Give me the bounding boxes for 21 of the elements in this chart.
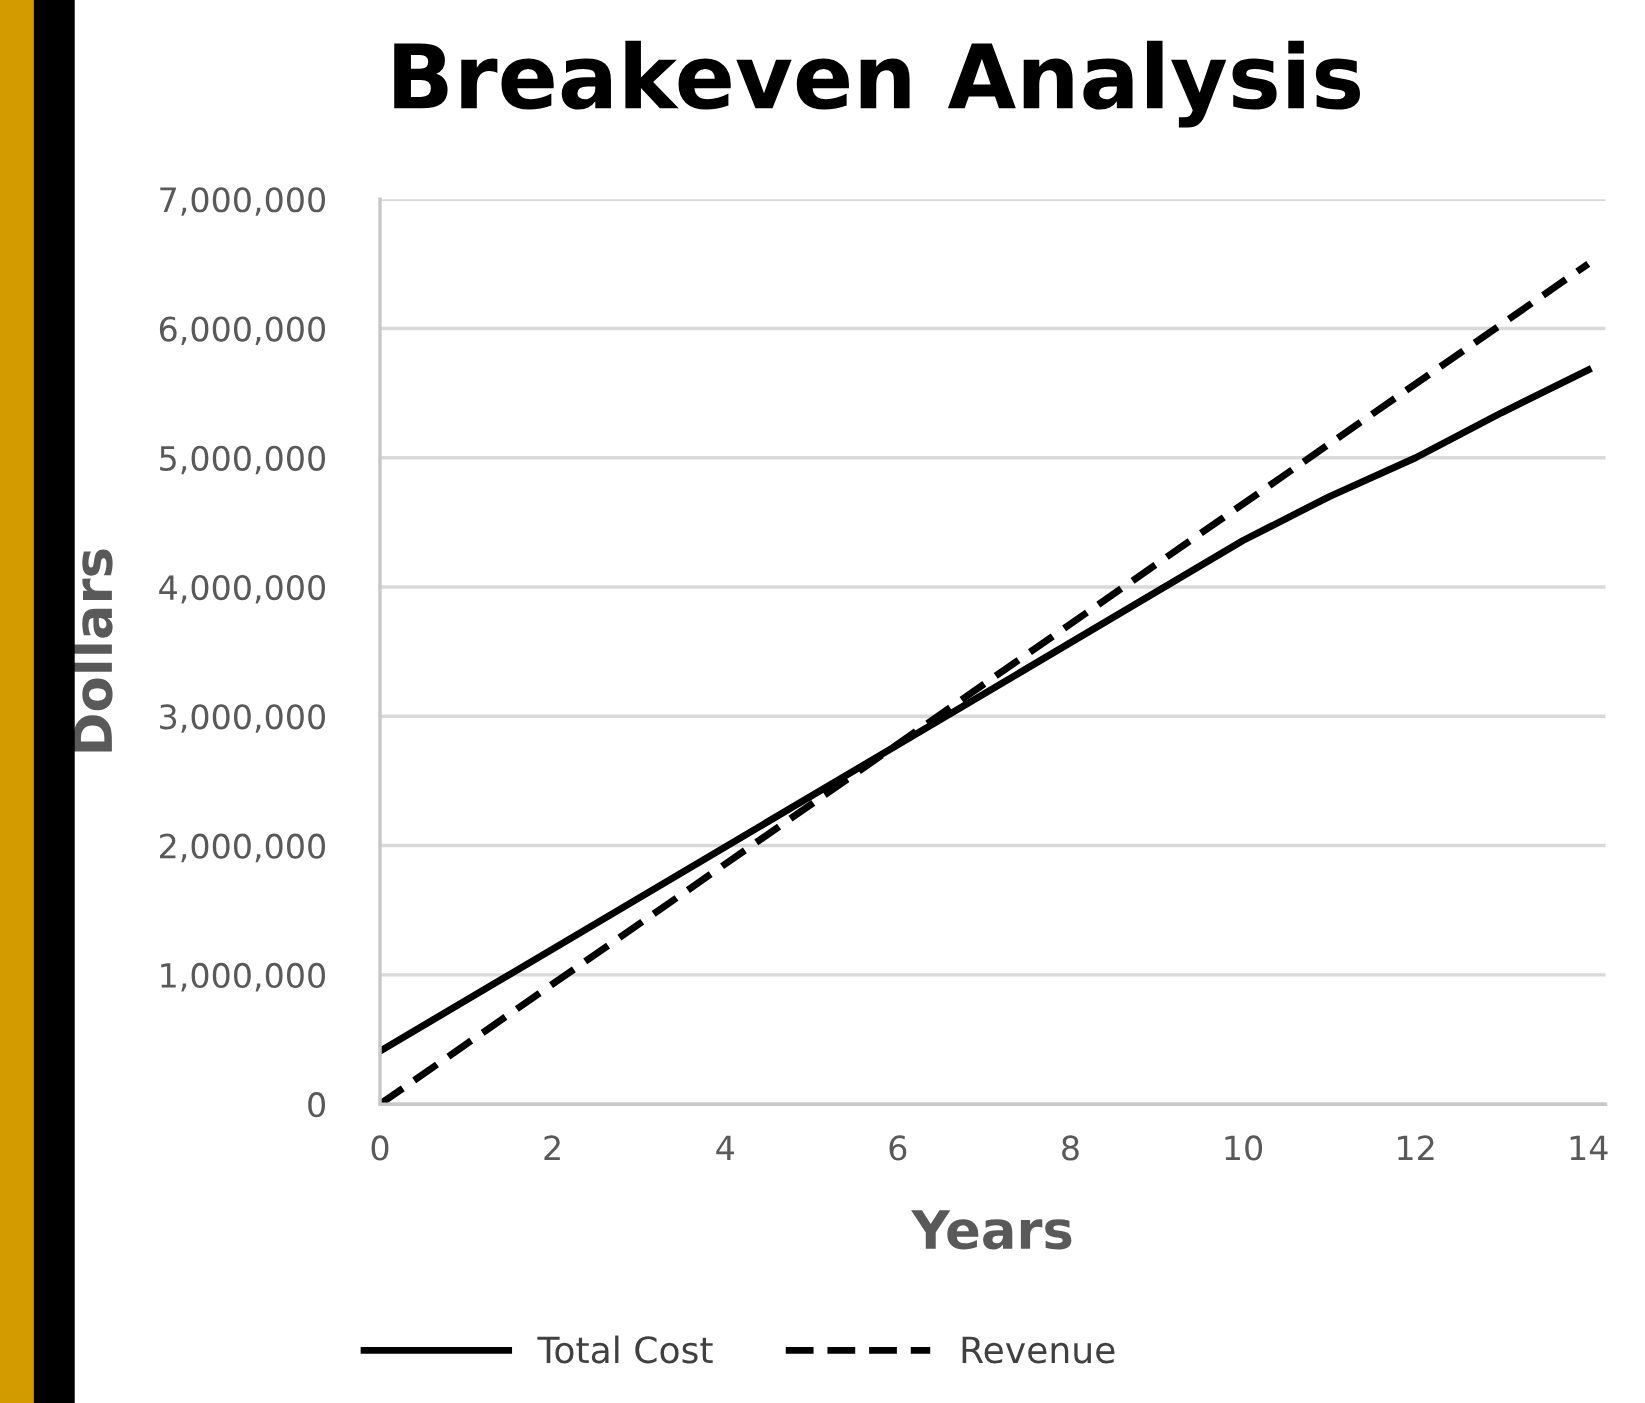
x-tick-label: 2 <box>544 1135 560 1161</box>
x-tick-label: 8 <box>1062 1135 1079 1161</box>
x-tick-label: 10 <box>1225 1135 1263 1161</box>
y-tick-label: 3,000,000 <box>160 704 325 733</box>
x-tick-label: 6 <box>889 1135 907 1161</box>
y-tick-label: 5,000,000 <box>160 445 325 475</box>
x-tick-label: 14 <box>1570 1135 1608 1161</box>
x-axis-title: Years <box>911 1210 1072 1250</box>
chart-title: Breakeven Analysis <box>394 40 1360 128</box>
y-axis-title: Dollars <box>71 549 113 752</box>
y-tick-label: 4,000,000 <box>159 574 325 604</box>
y-tick-label: 1,000,000 <box>161 962 325 992</box>
y-tick-label: 6,000,000 <box>159 316 325 346</box>
x-tick-label: 0 <box>371 1135 389 1161</box>
y-tick-label: 2,000,000 <box>160 833 325 863</box>
x-tick-label: 4 <box>716 1135 734 1161</box>
y-tick-label: 0 <box>308 1092 325 1118</box>
legend-label: Total Cost <box>537 1335 713 1364</box>
y-tick-label: 7,000,000 <box>160 187 325 216</box>
legend-label: Revenue <box>962 1336 1115 1364</box>
x-tick-label: 12 <box>1398 1135 1434 1161</box>
